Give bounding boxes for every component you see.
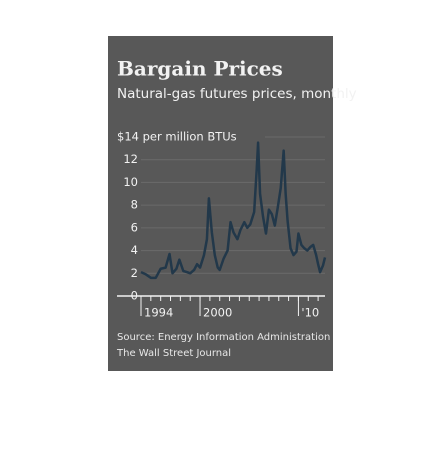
y-tick-label: 12 [123,152,138,166]
chart-subtitle: Natural-gas futures prices, monthly [117,86,357,102]
y-tick-label: 6 [131,220,138,234]
x-tick-label: 2000 [203,306,232,320]
source-note: Source: Energy Information Administratio… [117,332,330,343]
y-tick-label: 8 [131,198,138,212]
y-tick-label: 2 [131,266,138,280]
y-tick-label: 10 [123,175,138,189]
y-tick-label: $14 per million BTUs [117,130,237,144]
chart-title: Bargain Prices [117,57,283,81]
x-tick-label: 1994 [144,306,173,320]
y-tick-label: 4 [131,243,138,257]
price-line [140,141,327,280]
credit: The Wall Street Journal [116,348,231,359]
x-tick-label: '10 [301,306,319,320]
panel [108,36,333,371]
